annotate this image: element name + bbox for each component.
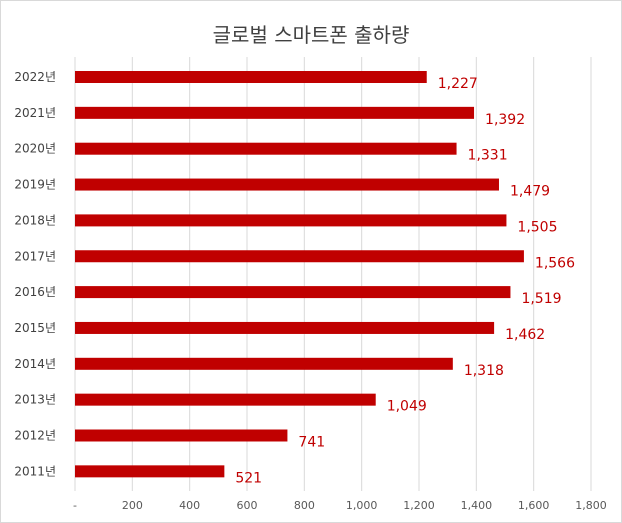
bar: [75, 71, 427, 83]
x-tick-label: 200: [122, 499, 143, 512]
data-label: 741: [298, 435, 325, 451]
category-label: 2011년: [14, 464, 56, 478]
bar: [75, 142, 457, 155]
bar: [75, 106, 475, 119]
data-label: 1,505: [517, 219, 557, 235]
bar: [75, 357, 453, 370]
category-label: 2021년: [14, 106, 56, 120]
category-label: 2013년: [14, 393, 56, 407]
x-tick-label: 1,000: [346, 499, 378, 512]
bar: [75, 250, 524, 263]
category-label: 2020년: [14, 142, 56, 156]
data-label: 521: [235, 470, 262, 486]
x-tick-label: 800: [294, 499, 315, 512]
data-label: 1,479: [510, 184, 550, 200]
chart-title: 글로벌 스마트폰 출하량: [212, 23, 410, 47]
data-label: 1,318: [464, 363, 504, 379]
category-label: 2014년: [14, 357, 56, 371]
bar: [75, 214, 507, 227]
category-label: 2012년: [14, 429, 56, 443]
data-label: 1,049: [387, 399, 427, 415]
data-label: 1,566: [535, 255, 575, 271]
bar: [75, 393, 376, 406]
x-tick-label: 1,800: [575, 499, 607, 512]
bar: [75, 286, 511, 299]
x-tick-label: 1,400: [461, 499, 493, 512]
category-label: 2018년: [14, 213, 56, 227]
category-label: 2022년: [14, 70, 56, 84]
category-label: 2017년: [14, 249, 56, 263]
data-label: 1,227: [438, 76, 478, 92]
x-tick-label: -: [73, 499, 77, 512]
category-label: 2019년: [14, 178, 56, 192]
x-tick-label: 600: [237, 499, 258, 512]
bar: [75, 178, 499, 191]
x-tick-label: 1,600: [518, 499, 550, 512]
data-label: 1,331: [468, 148, 508, 164]
category-label: 2015년: [14, 321, 56, 335]
bar: [75, 465, 225, 478]
category-label: 2016년: [14, 285, 56, 299]
x-tick-label: 400: [179, 499, 200, 512]
data-label: 1,462: [505, 327, 545, 343]
bar: [75, 429, 288, 442]
x-tick-label: 1,200: [403, 499, 435, 512]
data-label: 1,519: [521, 291, 561, 307]
bar: [75, 321, 495, 334]
data-label: 1,392: [485, 112, 525, 128]
